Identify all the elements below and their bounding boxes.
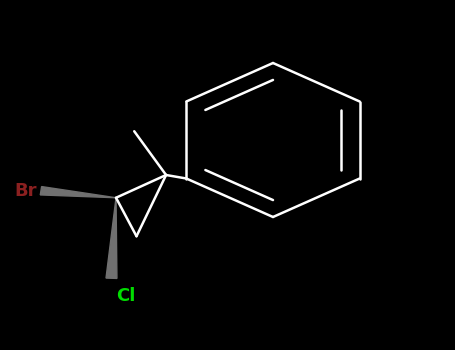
Text: Br: Br [14,182,36,200]
Text: Cl: Cl [116,287,136,305]
Polygon shape [40,187,116,198]
Polygon shape [106,198,117,279]
